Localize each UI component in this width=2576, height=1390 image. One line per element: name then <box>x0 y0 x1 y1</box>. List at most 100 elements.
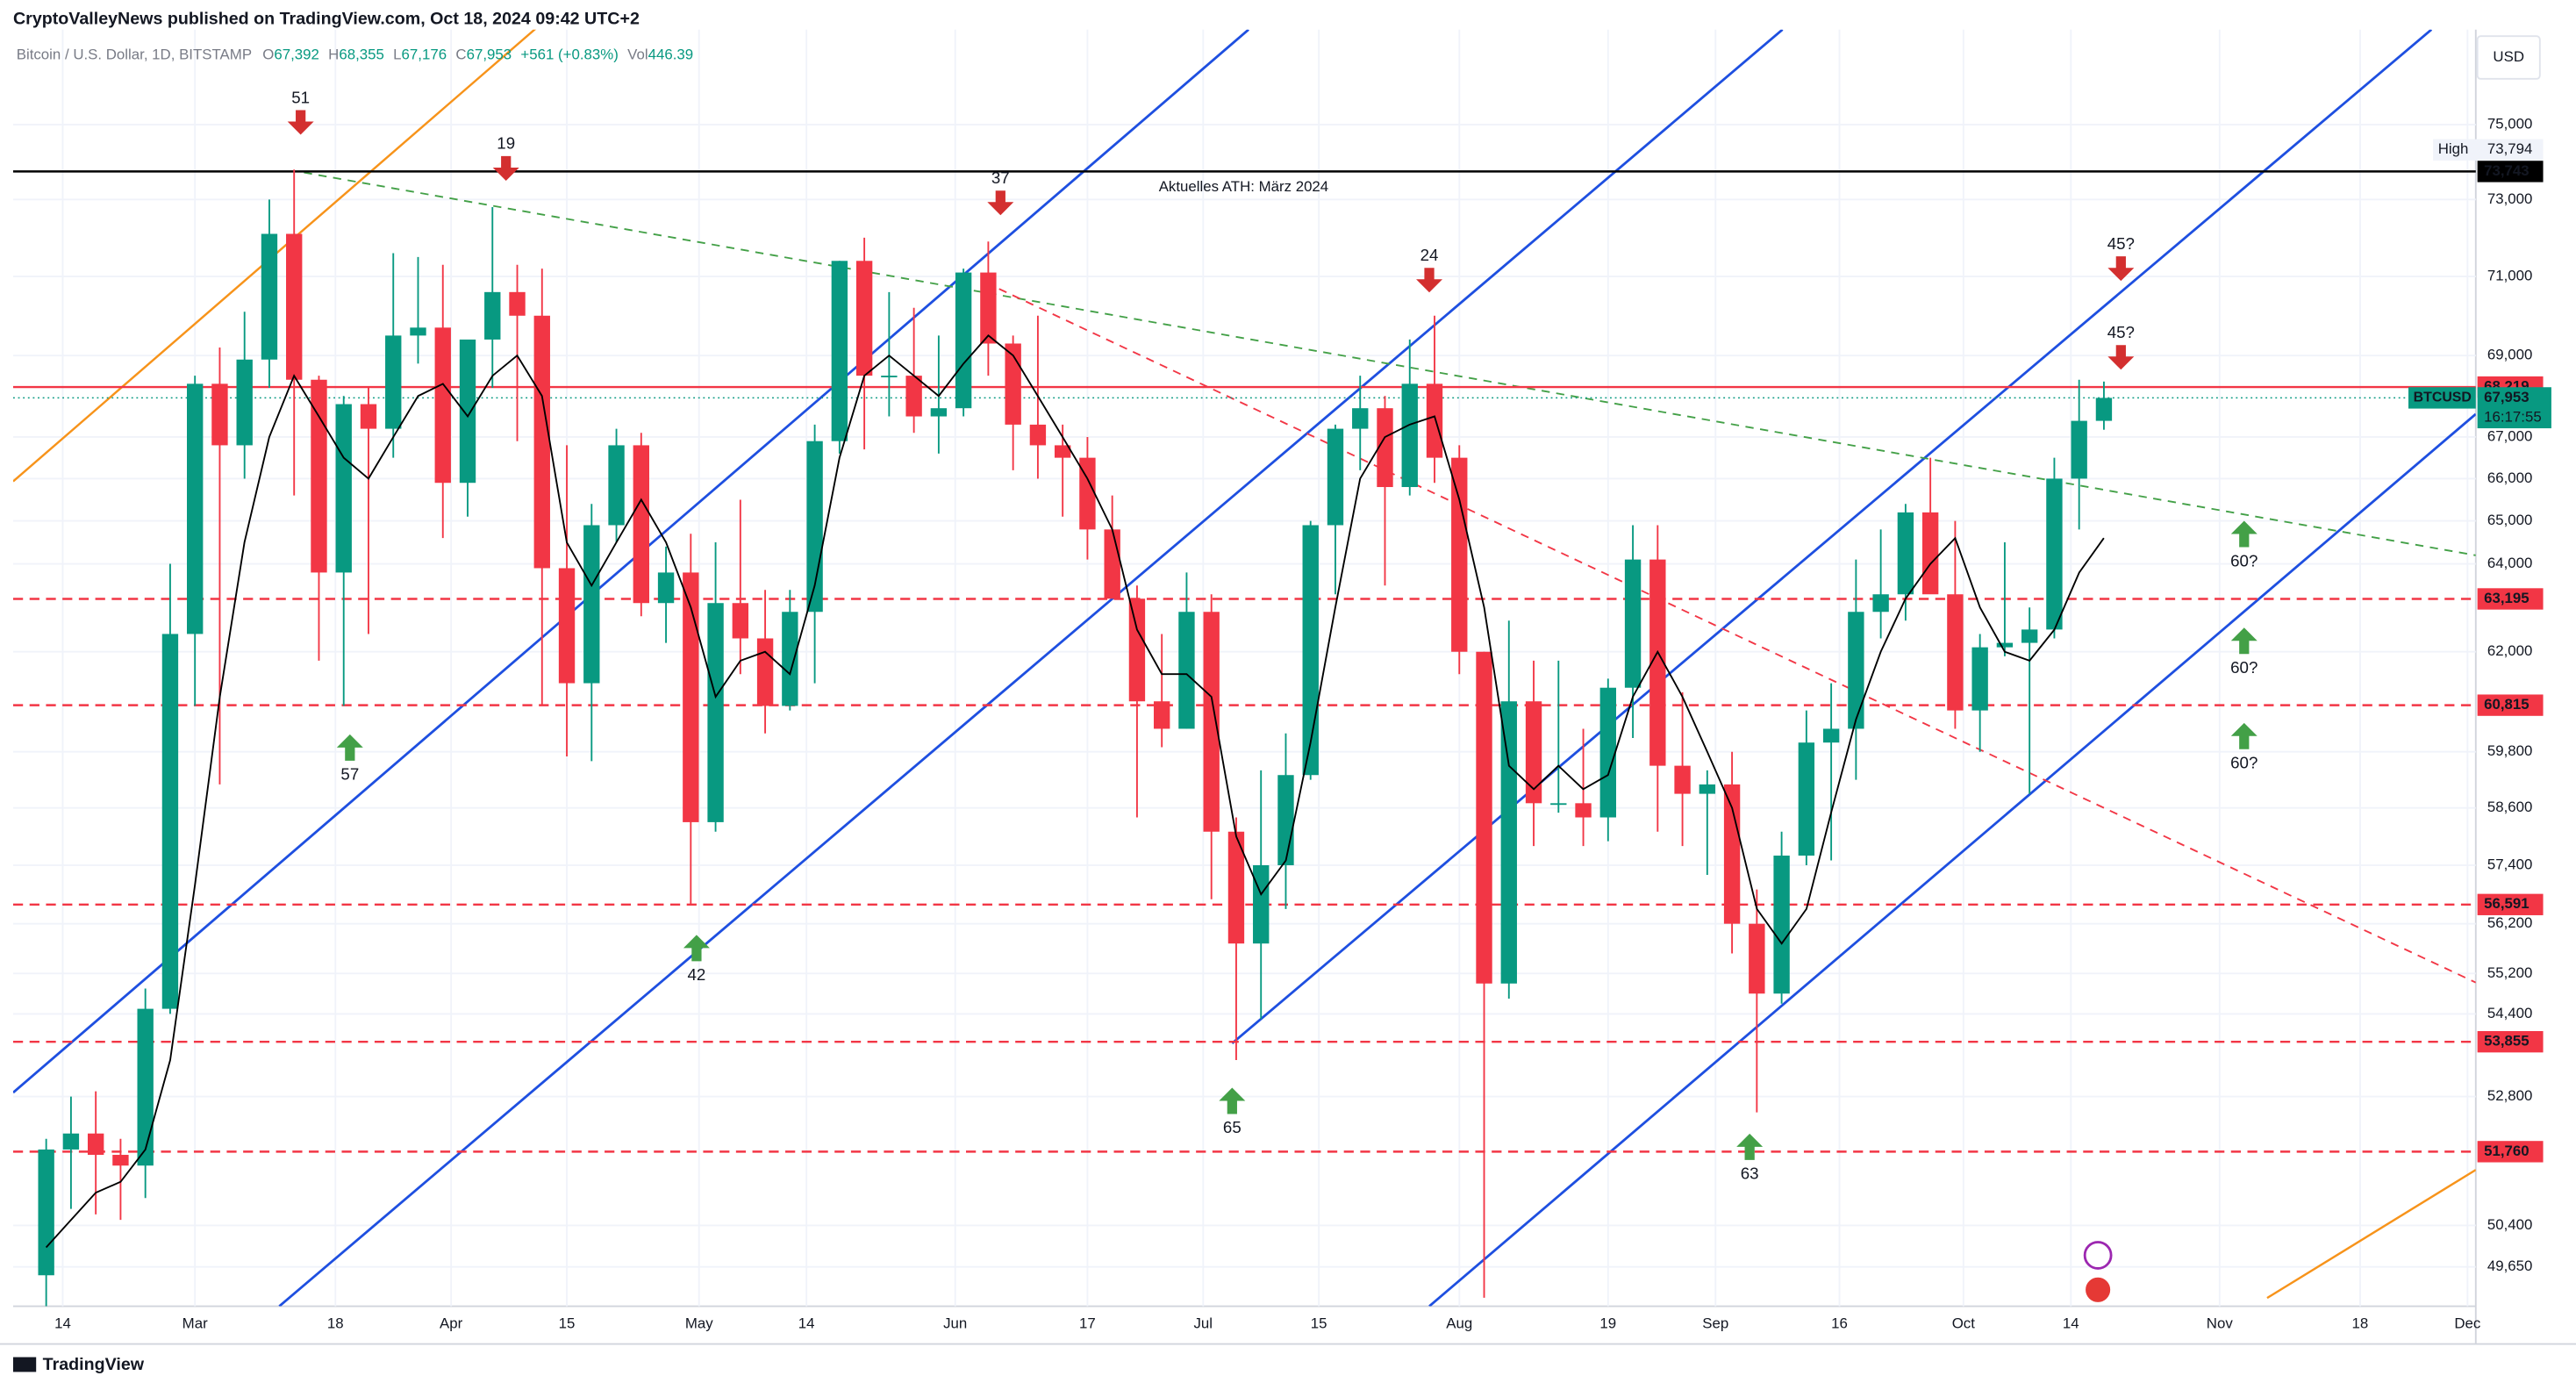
y-tick-label: 57,400 <box>2487 856 2533 872</box>
high-box <box>2433 139 2544 161</box>
x-tick-label: 15 <box>1311 1315 1327 1332</box>
event-icon[interactable] <box>2084 1275 2113 1304</box>
candle-body <box>1525 701 1542 804</box>
candle-body <box>1848 612 1864 729</box>
candle-body <box>509 291 526 316</box>
x-tick-label: 18 <box>2352 1315 2369 1332</box>
symbol-box <box>2408 387 2476 409</box>
legend-key: L <box>393 47 401 63</box>
x-tick-label: 19 <box>1599 1315 1616 1332</box>
y-tick-label: 58,600 <box>2487 799 2533 815</box>
candle-body <box>583 525 600 684</box>
channel-line <box>278 29 1784 1307</box>
annotation-label: 60? <box>2230 754 2258 772</box>
annotation-label: 65 <box>1223 1118 1241 1136</box>
candle-body <box>385 335 402 429</box>
arrow-down <box>2107 256 2135 282</box>
annotation-label: 45? <box>2107 323 2135 341</box>
candle-body <box>1575 803 1592 818</box>
candle-body <box>633 445 649 604</box>
legend-change: +561 (+0.83%) <box>520 47 618 63</box>
x-tick-label: Oct <box>1952 1315 1976 1332</box>
arrow-down <box>287 110 314 135</box>
candle-body <box>1723 784 1741 924</box>
candle-body <box>955 272 972 409</box>
candle-body <box>1352 408 1369 429</box>
grid <box>12 29 2476 1307</box>
annotation-label: 60? <box>2230 658 2258 677</box>
level-label-box <box>2477 1030 2544 1053</box>
high-text: High <box>2438 140 2469 157</box>
y-tick-label: 62,000 <box>2487 642 2533 659</box>
candle-body <box>1029 424 1047 446</box>
legend-key: C <box>455 47 466 63</box>
x-tick-label: Aug <box>1446 1315 1472 1332</box>
candle-body <box>1971 647 1988 711</box>
arrow-up <box>336 734 363 761</box>
level-label-box <box>2477 893 2544 915</box>
x-tick-label: 15 <box>559 1315 576 1332</box>
candle-body <box>683 572 699 822</box>
legend-key: H <box>328 47 339 63</box>
level-label-box <box>2477 588 2544 610</box>
level-label: 56,591 <box>2484 895 2529 912</box>
annotation-label: 57 <box>340 765 359 784</box>
candle-body <box>1550 803 1567 806</box>
trend-line <box>304 171 2476 556</box>
candle-body <box>1178 612 1195 729</box>
level-label-box <box>2477 694 2544 716</box>
candle-body <box>2021 629 2038 643</box>
y-tick-label: 71,000 <box>2487 267 2533 283</box>
y-tick-label: 65,000 <box>2487 512 2533 528</box>
candle-body <box>1104 529 1120 599</box>
candle-body <box>1921 512 1939 595</box>
candle-body <box>1699 784 1716 794</box>
candle-body <box>1674 765 1691 794</box>
x-tick-label: 17 <box>1079 1315 1096 1332</box>
candle-body <box>1302 525 1319 776</box>
candle-body <box>756 638 774 706</box>
arrow-down <box>2107 345 2135 370</box>
y-tick-label: 73,000 <box>2487 190 2533 207</box>
candle-body <box>1327 428 1344 526</box>
level-label: 51,760 <box>2484 1143 2529 1159</box>
candle-body <box>1599 687 1616 818</box>
channel-line <box>12 29 1249 1094</box>
logo <box>12 1357 37 1372</box>
annotation-label: 60? <box>2230 551 2258 570</box>
candle-body <box>38 1149 54 1276</box>
candle-body <box>1377 408 1393 488</box>
candle-body <box>1005 343 1021 425</box>
x-tick-label: May <box>685 1315 713 1332</box>
moving-average <box>45 334 2105 1249</box>
legend: Bitcoin / U.S. Dollar, 1D, BITSTAMP O67,… <box>17 47 693 63</box>
candle-body <box>484 291 501 340</box>
candle-body <box>707 603 724 822</box>
y-tick-label: 66,000 <box>2487 469 2533 486</box>
arrow-down <box>492 155 519 181</box>
annotation-label: 51 <box>291 88 310 106</box>
candle-body <box>1624 559 1642 688</box>
y-tick-label: 56,200 <box>2487 914 2533 931</box>
candle-body <box>1649 559 1666 766</box>
trend-line <box>2266 1169 2476 1300</box>
candle-body <box>855 261 873 376</box>
level-label: 63,195 <box>2484 590 2529 606</box>
candle-body <box>2071 420 2087 479</box>
event-icon[interactable] <box>2083 1241 2113 1270</box>
candle-body <box>1128 598 1146 702</box>
y-tick-label: 64,000 <box>2487 555 2533 571</box>
currency-box[interactable] <box>2476 35 2541 80</box>
countdown-label: 16:17:55 <box>2484 408 2542 425</box>
x-tick-label: 14 <box>54 1315 71 1332</box>
candle-body <box>459 339 476 484</box>
candle-body <box>1227 831 1245 944</box>
channel-line <box>1428 412 2476 1307</box>
arrow-up <box>683 935 710 962</box>
x-tick-label: Jun <box>943 1315 967 1332</box>
x-tick-label: Sep <box>1702 1315 1728 1332</box>
candle-body <box>732 603 749 639</box>
annotation-label: 42 <box>688 965 706 984</box>
